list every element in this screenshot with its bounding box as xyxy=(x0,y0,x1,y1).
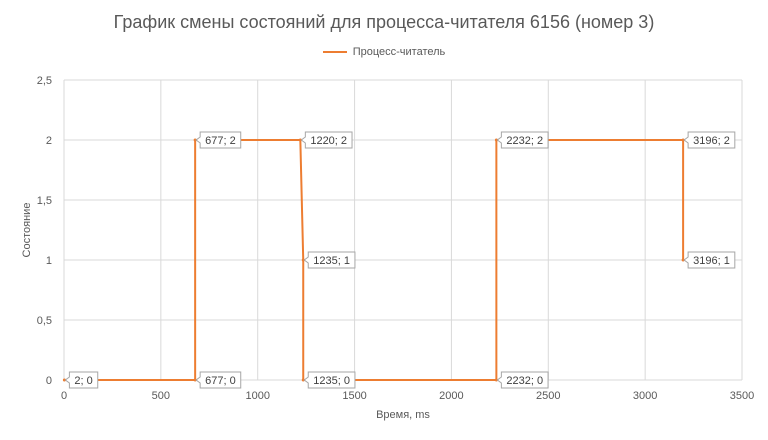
x-tick-label: 2000 xyxy=(439,390,463,402)
data-point xyxy=(301,378,305,382)
data-label: 2232; 2 xyxy=(506,135,543,147)
data-label-box xyxy=(496,131,549,149)
y-tick-label: 2,5 xyxy=(37,75,52,87)
data-label-box xyxy=(64,371,99,389)
data-point xyxy=(193,378,197,382)
data-label-box xyxy=(496,371,549,389)
data-label: 3196; 2 xyxy=(693,135,730,147)
chart-title: График смены состояний для процесса-чита… xyxy=(113,12,655,32)
data-label-box xyxy=(683,131,736,149)
data-label-box xyxy=(195,131,242,149)
data-point xyxy=(681,258,685,262)
data-point xyxy=(193,138,197,142)
data-label: 1235; 1 xyxy=(313,255,350,267)
y-tick-label: 0 xyxy=(46,375,52,387)
legend-swatch xyxy=(322,51,347,53)
data-label: 1220; 2 xyxy=(310,135,347,147)
data-label: 1235; 0 xyxy=(313,375,350,387)
data-point xyxy=(681,138,685,142)
data-label: 2232; 0 xyxy=(506,375,543,387)
data-label-box xyxy=(303,251,356,269)
data-label: 677; 2 xyxy=(205,135,236,147)
y-tick-label: 2 xyxy=(46,135,52,147)
x-tick-label: 2500 xyxy=(536,390,560,402)
legend-label: Процесс-читатель xyxy=(352,46,446,58)
data-point xyxy=(301,258,305,262)
data-label: 3196; 1 xyxy=(693,255,730,267)
data-label-box xyxy=(683,251,736,269)
data-label-box xyxy=(303,371,356,389)
y-tick-label: 1,5 xyxy=(37,195,52,207)
x-tick-label: 3500 xyxy=(730,390,754,402)
series-line-segment xyxy=(299,139,305,261)
legend: Процесс-читатель xyxy=(0,46,768,58)
data-label: 677; 0 xyxy=(205,375,236,387)
y-tick-label: 1 xyxy=(46,255,52,267)
y-axis-title: Состояние xyxy=(21,203,33,258)
data-point xyxy=(494,138,498,142)
data-label: 2; 0 xyxy=(74,375,92,387)
x-tick-label: 0 xyxy=(61,390,67,402)
x-tick-label: 1000 xyxy=(245,390,269,402)
x-tick-label: 3000 xyxy=(633,390,657,402)
x-tick-label: 1500 xyxy=(342,390,366,402)
data-label-box xyxy=(195,371,242,389)
x-tick-label: 500 xyxy=(152,390,170,402)
data-point xyxy=(62,378,66,382)
y-tick-label: 0,5 xyxy=(37,315,52,327)
data-point xyxy=(494,378,498,382)
data-label-box xyxy=(300,131,353,149)
x-axis-title: Время, ms xyxy=(376,409,430,421)
data-point xyxy=(298,138,302,142)
